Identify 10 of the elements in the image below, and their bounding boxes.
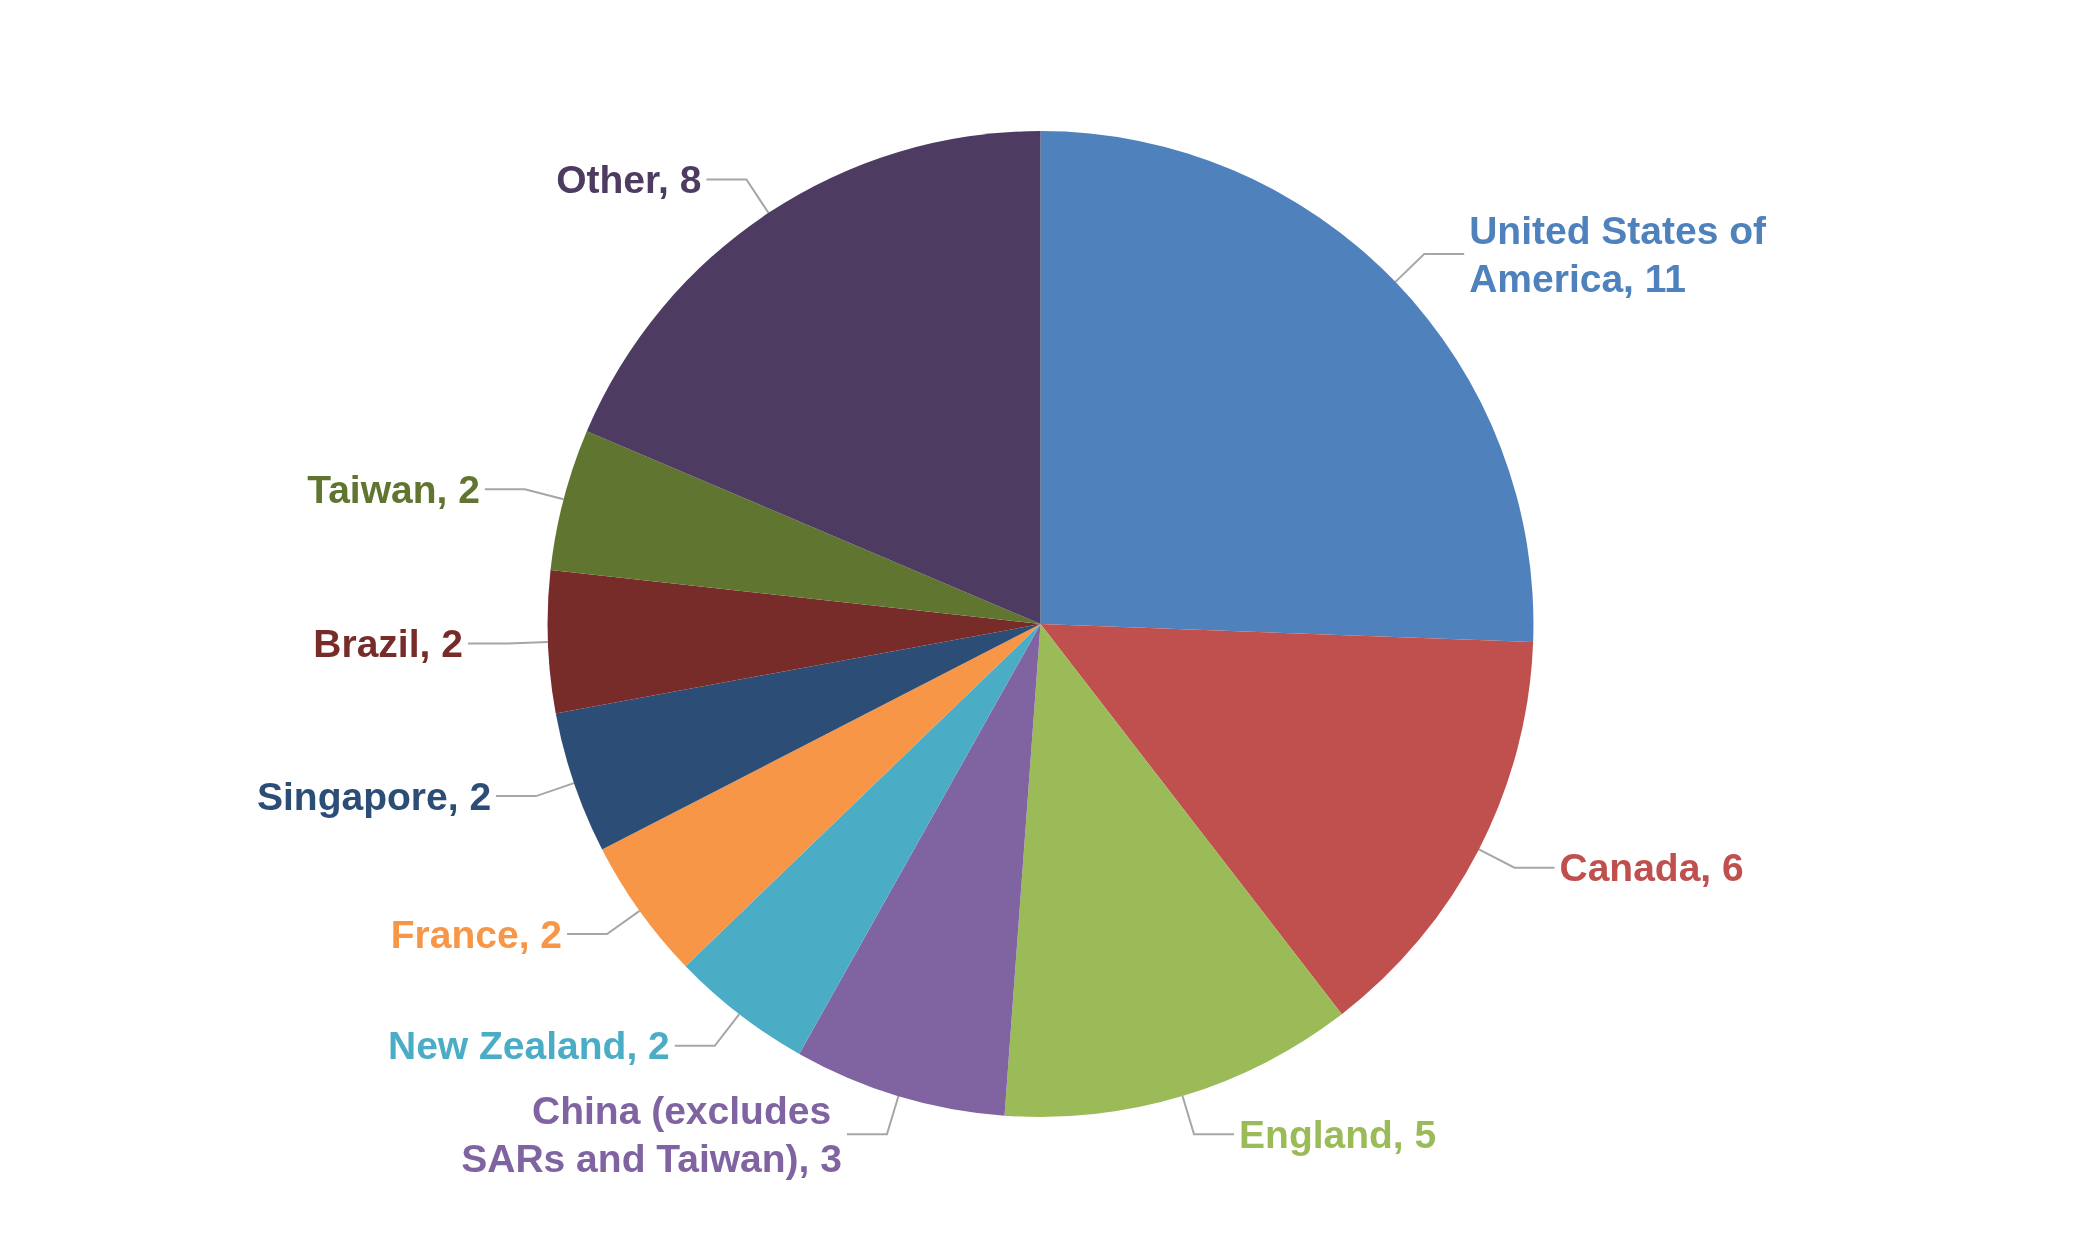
- slice-label: New Zealand, 2: [388, 1024, 670, 1068]
- slice-label: China (excludes SARs and Taiwan), 3: [461, 1088, 842, 1180]
- slice-label: Other, 8: [556, 158, 702, 202]
- slice-label: France, 2: [390, 912, 563, 956]
- slice-label: Canada, 6: [1559, 846, 1744, 890]
- slice-label: Taiwan, 2: [307, 467, 480, 511]
- slice-label: United States of America, 11: [1469, 208, 1777, 300]
- slice-label: Brazil, 2: [313, 621, 463, 665]
- slice-label: England, 5: [1239, 1112, 1437, 1156]
- slice-label: Singapore, 2: [257, 774, 492, 818]
